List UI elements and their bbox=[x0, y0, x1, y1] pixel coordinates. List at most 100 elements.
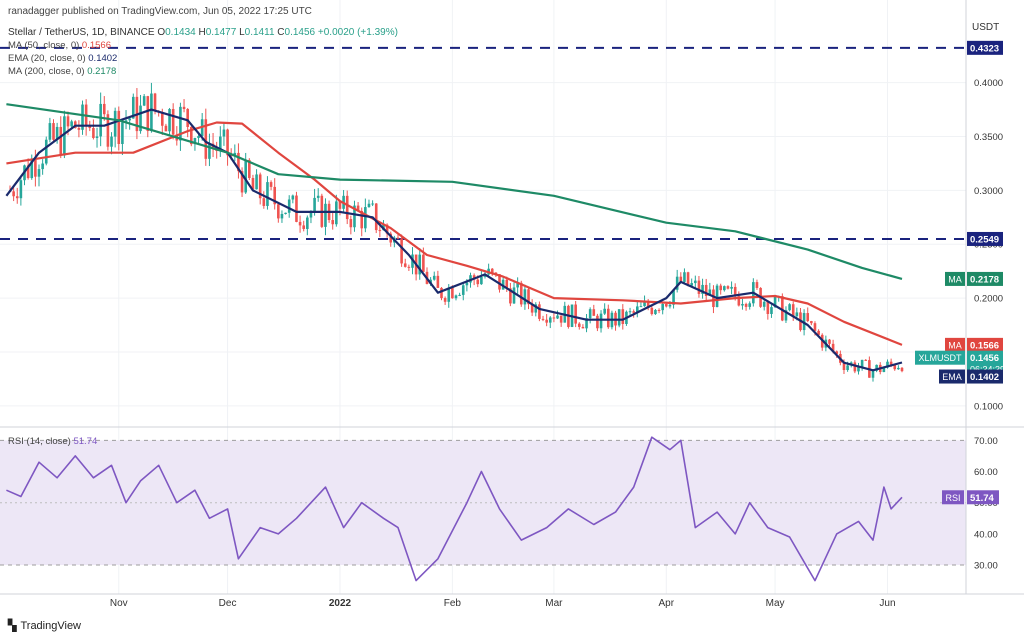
price-tag-label: MA bbox=[948, 340, 962, 350]
candle-body bbox=[349, 219, 353, 228]
candle-body bbox=[447, 287, 451, 302]
time-tick-label: Feb bbox=[444, 598, 462, 609]
price-tag-label-box bbox=[915, 350, 965, 365]
candle-body bbox=[443, 298, 447, 302]
candle-body bbox=[498, 274, 501, 290]
candle-body bbox=[153, 93, 157, 111]
candle-body bbox=[146, 96, 150, 132]
candle-body bbox=[396, 237, 400, 239]
candle-body bbox=[302, 225, 306, 229]
candle-body bbox=[266, 182, 269, 206]
candle-body bbox=[766, 301, 770, 314]
candle-body bbox=[400, 238, 403, 264]
candle-body bbox=[577, 323, 581, 327]
candle-body bbox=[639, 306, 643, 308]
candle-body bbox=[686, 272, 690, 286]
rsi-value-box bbox=[967, 490, 999, 505]
moving-average-lines bbox=[5, 103, 903, 372]
candle-body bbox=[356, 205, 360, 211]
candle-body bbox=[117, 110, 121, 144]
time-tick-label: Mar bbox=[545, 598, 563, 609]
legend-ema20[interactable]: EMA (20, close, 0) 0.1402 bbox=[8, 53, 117, 64]
time-tick-label: Dec bbox=[219, 598, 237, 609]
candle-body bbox=[846, 365, 849, 371]
time-axis: Nov Dec 2022 Feb Mar Apr May Jun bbox=[110, 598, 896, 609]
candle-body bbox=[871, 370, 875, 378]
ma50-label: MA (50, close, 0) bbox=[8, 40, 80, 51]
candle-body bbox=[719, 285, 722, 291]
rsi-tick-label: 60.00 bbox=[974, 467, 998, 478]
candle-body bbox=[548, 317, 552, 323]
candle-body bbox=[150, 93, 153, 132]
candle-body bbox=[418, 254, 422, 275]
candle-body bbox=[345, 195, 349, 220]
rsi-line-path bbox=[6, 436, 903, 582]
price-tag-label-box bbox=[939, 369, 965, 384]
rsi-line bbox=[6, 436, 903, 582]
open-label: O bbox=[157, 27, 166, 38]
candle-body bbox=[646, 301, 650, 308]
candle-body bbox=[110, 136, 113, 147]
legend-ma50[interactable]: MA (50, close, 0) 0.1566 bbox=[8, 40, 111, 51]
candle-body bbox=[385, 224, 389, 234]
ema20-label: EMA (20, close, 0) bbox=[8, 53, 86, 64]
candle-body bbox=[171, 109, 175, 135]
price-tag-value: 0.4323 bbox=[970, 43, 999, 54]
candle-body bbox=[817, 330, 820, 335]
candle-body bbox=[269, 182, 273, 187]
candle-body bbox=[436, 275, 440, 288]
candle-body bbox=[813, 323, 817, 331]
candle-body bbox=[672, 289, 675, 305]
candle-body bbox=[26, 165, 30, 179]
candle-body bbox=[422, 254, 425, 272]
legend-rsi[interactable]: RSI (14, close) 51.74 bbox=[8, 436, 97, 447]
candle-body bbox=[585, 318, 588, 329]
candle-body bbox=[715, 285, 719, 308]
candle-body bbox=[30, 159, 34, 179]
candle-body bbox=[367, 203, 371, 208]
candle-body bbox=[835, 351, 839, 354]
price-tag-value: 0.2549 bbox=[970, 234, 999, 245]
candle-body bbox=[465, 282, 469, 286]
time-tick-label: 2022 bbox=[329, 598, 352, 609]
candle-body bbox=[63, 116, 66, 156]
candle-body bbox=[483, 274, 487, 277]
candle-body bbox=[534, 304, 538, 313]
candle-body bbox=[545, 319, 548, 323]
candle-body bbox=[538, 304, 541, 319]
candle-body bbox=[490, 268, 494, 273]
candle-body bbox=[440, 287, 443, 299]
ma50-value: 0.1566 bbox=[81, 40, 111, 51]
price-tag-value: 0.1456 bbox=[970, 353, 999, 364]
rsi-value: 51.74 bbox=[73, 436, 98, 447]
price-tag-box bbox=[967, 271, 1003, 286]
close-label: C bbox=[277, 27, 285, 38]
candle-body bbox=[121, 122, 124, 144]
candle-body bbox=[287, 199, 291, 213]
candle-body bbox=[665, 304, 668, 307]
candle-body bbox=[875, 364, 878, 371]
candle-body bbox=[454, 295, 458, 299]
candle-body bbox=[795, 312, 799, 317]
candle-body bbox=[889, 361, 893, 365]
candle-body bbox=[886, 361, 889, 368]
candle-body bbox=[654, 309, 657, 315]
candle-body bbox=[523, 289, 527, 305]
candle-body bbox=[37, 169, 41, 177]
candle-body bbox=[371, 203, 374, 205]
tradingview-logo[interactable]: ▚ TradingView bbox=[8, 619, 81, 633]
high-label: H bbox=[198, 27, 206, 38]
candle-body bbox=[222, 129, 226, 137]
candle-body bbox=[617, 309, 621, 326]
symbol-ohlc-line: Stellar / TetherUS, 1D, BINANCE O0.1434 … bbox=[8, 27, 398, 38]
candle-body bbox=[291, 195, 295, 200]
candle-body bbox=[708, 289, 712, 296]
candle-body bbox=[864, 359, 868, 361]
candle-body bbox=[744, 303, 748, 307]
candle-body bbox=[77, 128, 81, 130]
candle-body bbox=[882, 367, 886, 373]
legend-ma200[interactable]: MA (200, close, 0) 0.2178 bbox=[8, 66, 116, 77]
open-value: 0.1434 bbox=[165, 27, 196, 38]
candle-body bbox=[683, 272, 686, 282]
